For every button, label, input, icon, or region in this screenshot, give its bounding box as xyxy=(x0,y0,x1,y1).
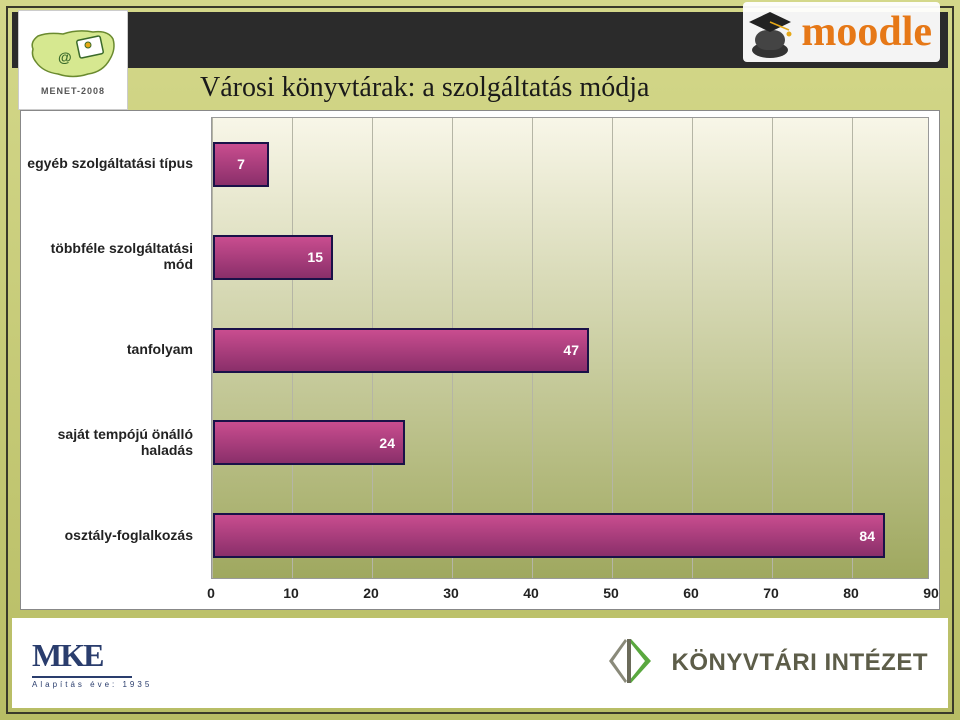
x-tick-label: 40 xyxy=(523,585,539,601)
logo-menet: @ MENET-2008 xyxy=(18,10,128,110)
bar-value-label: 47 xyxy=(563,342,579,358)
x-tick-label: 90 xyxy=(923,585,939,601)
footer-logo-ki: KÖNYVTÁRI INTÉZET xyxy=(601,631,928,696)
chart-gridline xyxy=(612,118,613,578)
moodle-wordmark: moodle xyxy=(801,8,932,56)
graduation-cap-icon xyxy=(745,4,795,60)
bar-value-label: 7 xyxy=(237,156,245,172)
footer: MKE Alapítás éve: 1935 KÖNYVTÁRI INTÉZET xyxy=(12,618,948,708)
chart-bar: 7 xyxy=(213,142,269,187)
x-tick-label: 10 xyxy=(283,585,299,601)
x-tick-label: 60 xyxy=(683,585,699,601)
hungary-map-icon: @ xyxy=(28,24,118,84)
x-tick-label: 70 xyxy=(763,585,779,601)
chart-plot-area: 7 15 47 24 84 xyxy=(211,117,929,579)
chart-gridline xyxy=(852,118,853,578)
x-tick-label: 20 xyxy=(363,585,379,601)
category-label: többféle szolgáltatási mód xyxy=(21,238,201,274)
chart-bar: 15 xyxy=(213,235,333,280)
chart-bar: 24 xyxy=(213,420,405,465)
bar-value-label: 15 xyxy=(307,249,323,265)
bar-value-label: 84 xyxy=(859,528,875,544)
x-tick-label: 50 xyxy=(603,585,619,601)
svg-text:@: @ xyxy=(58,49,72,65)
bar-value-label: 24 xyxy=(379,435,395,451)
x-tick-label: 80 xyxy=(843,585,859,601)
slide-title: Városi könyvtárak: a szolgáltatás módja xyxy=(200,72,649,104)
mke-underline xyxy=(32,676,132,678)
mke-text: MKE xyxy=(32,637,102,674)
category-label: saját tempójú önálló haladás xyxy=(21,424,201,460)
mke-subtext: Alapítás éve: 1935 xyxy=(32,680,152,689)
chart-bar: 84 xyxy=(213,513,885,558)
logo-year-label: MENET-2008 xyxy=(41,86,105,96)
category-label: tanfolyam xyxy=(21,331,201,367)
x-tick-label: 30 xyxy=(443,585,459,601)
ki-text: KÖNYVTÁRI INTÉZET xyxy=(671,649,928,677)
category-label: osztály-foglalkozás xyxy=(21,517,201,553)
category-label: egyéb szolgáltatási típus xyxy=(21,145,201,181)
chart-container: 7 15 47 24 84 0 10 20 30 40 50 60 70 80 90 egyéb szol… xyxy=(20,110,940,610)
chart-gridline xyxy=(692,118,693,578)
chart-gridline xyxy=(772,118,773,578)
x-tick-label: 0 xyxy=(207,585,215,601)
ki-icon xyxy=(601,631,661,696)
footer-logo-mke: MKE Alapítás éve: 1935 xyxy=(32,637,152,689)
chart-x-axis: 0102030405060708090 xyxy=(211,585,929,605)
chart-bar: 47 xyxy=(213,328,589,373)
logo-moodle: moodle xyxy=(743,2,940,62)
